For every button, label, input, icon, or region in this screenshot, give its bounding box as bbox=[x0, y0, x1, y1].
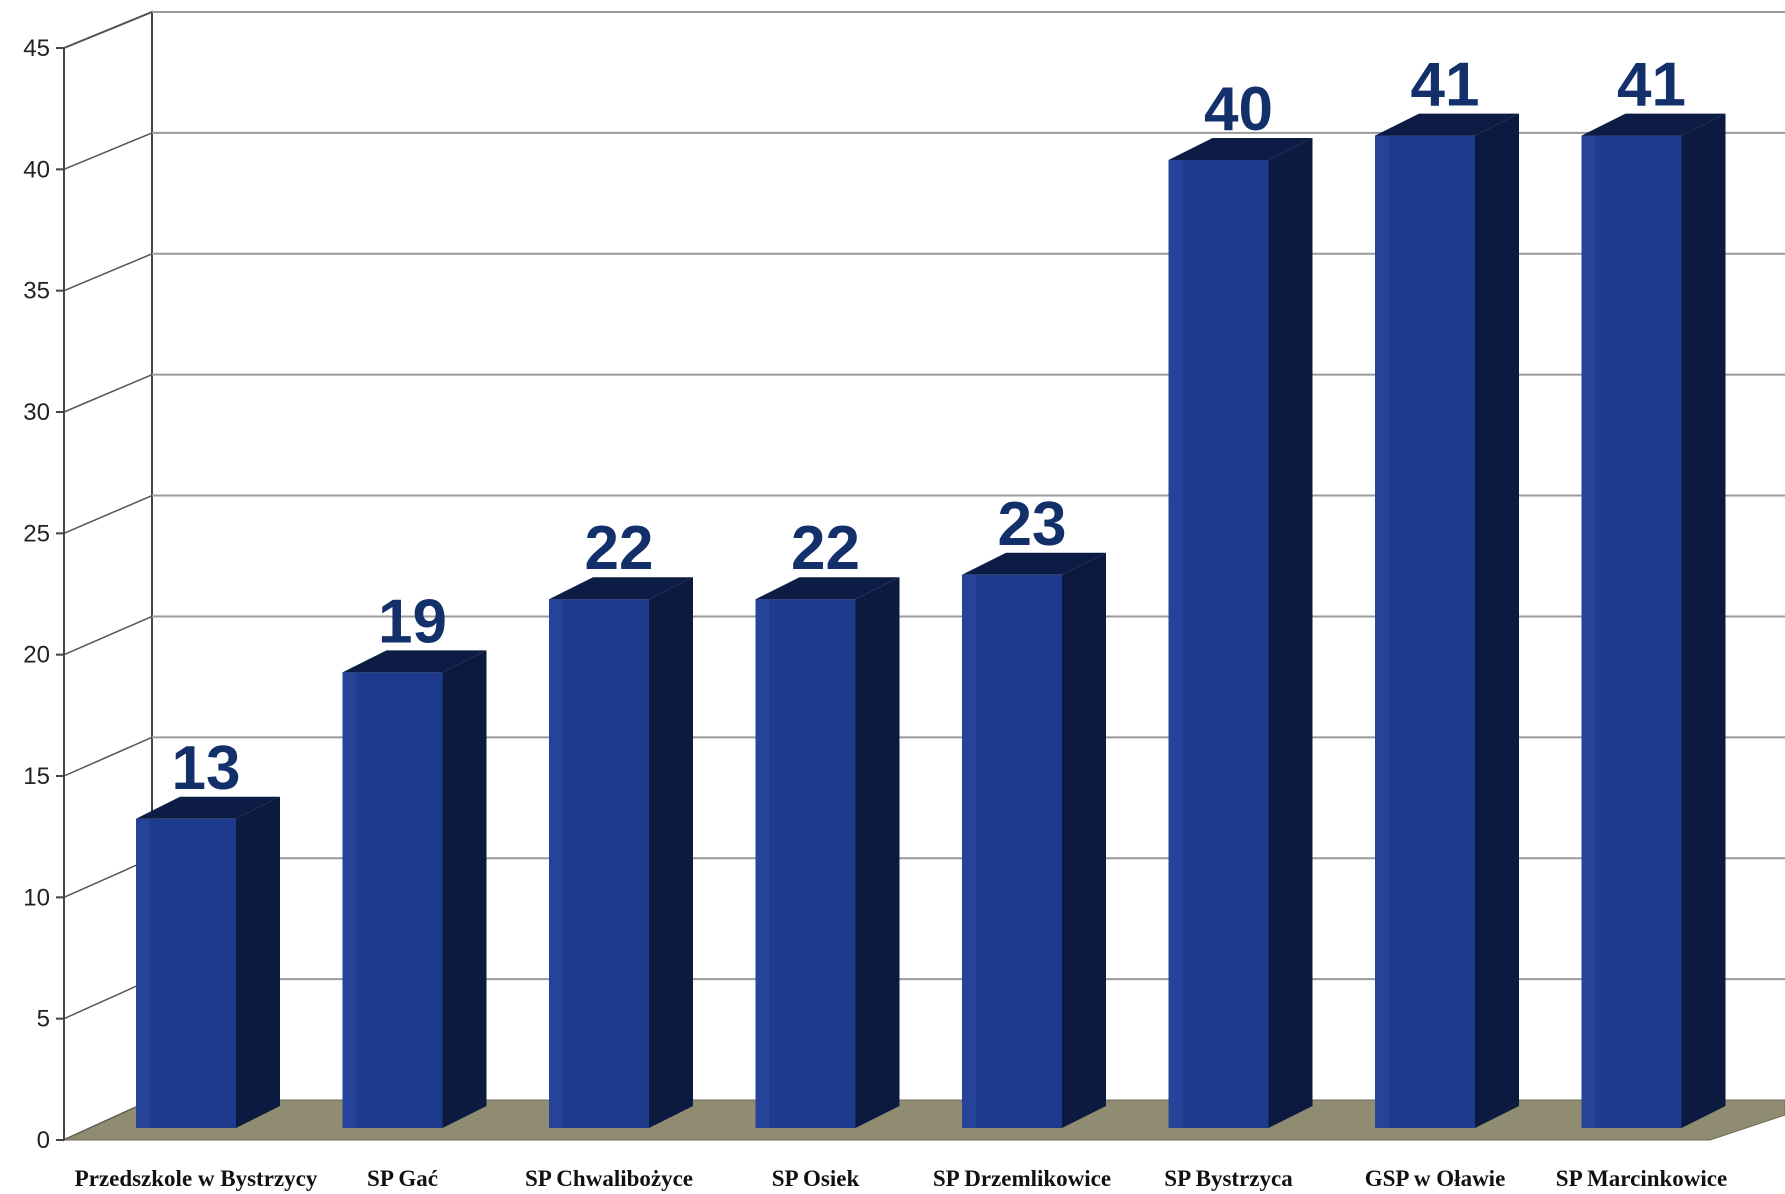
bar-side bbox=[649, 577, 693, 1128]
bar-front bbox=[136, 818, 236, 1128]
data-label: 22 bbox=[585, 514, 654, 583]
x-tick-label: SP Chwalibożyce bbox=[525, 1166, 693, 1191]
data-label: 19 bbox=[378, 587, 447, 656]
bar-highlight bbox=[136, 818, 150, 1128]
gridline-diag bbox=[63, 615, 153, 656]
x-tick-label: SP Marcinkowice bbox=[1556, 1166, 1727, 1191]
x-tick-label: SP Gać bbox=[367, 1166, 438, 1191]
bar-side bbox=[442, 650, 487, 1128]
gridline-diag bbox=[63, 494, 153, 535]
bar-highlight bbox=[1375, 135, 1389, 1129]
bar bbox=[549, 577, 693, 1128]
bar-top bbox=[1168, 138, 1313, 160]
bar bbox=[755, 577, 900, 1128]
y-tick-label: 5 bbox=[37, 1006, 50, 1033]
x-tick-label: GSP w Oławie bbox=[1365, 1166, 1506, 1191]
bar-top bbox=[1581, 113, 1726, 136]
bar-top bbox=[962, 552, 1106, 575]
gridline-diag bbox=[63, 253, 153, 292]
gridline-diag bbox=[63, 736, 153, 777]
data-label: 40 bbox=[1204, 75, 1273, 144]
bar-front bbox=[962, 574, 1062, 1128]
bar bbox=[342, 650, 487, 1128]
bar-front bbox=[755, 599, 856, 1128]
data-label: 13 bbox=[172, 734, 241, 803]
bar-side bbox=[855, 577, 900, 1128]
bars bbox=[136, 113, 1726, 1129]
gridlines bbox=[63, 11, 1785, 1020]
bar-side bbox=[1062, 552, 1106, 1128]
gridline-diag bbox=[63, 11, 153, 49]
bar-side bbox=[1681, 113, 1726, 1129]
bar bbox=[1581, 113, 1726, 1129]
y-tick-label: 25 bbox=[23, 520, 50, 547]
y-tick-label: 10 bbox=[23, 884, 50, 911]
data-label: 23 bbox=[998, 490, 1067, 559]
floor-plane bbox=[63, 1099, 1785, 1141]
bar bbox=[136, 796, 280, 1128]
bar bbox=[1168, 138, 1313, 1128]
y-tick-label: 20 bbox=[23, 642, 50, 669]
bar bbox=[1375, 113, 1519, 1129]
bar-side bbox=[236, 796, 280, 1128]
bar-top bbox=[1375, 113, 1519, 136]
data-labels: 13 19 22 22 23 40 41 41 bbox=[172, 51, 1686, 803]
bar-highlight bbox=[755, 599, 770, 1128]
y-tick-label: 45 bbox=[23, 35, 50, 62]
y-tick-label: 30 bbox=[23, 399, 50, 426]
gridline-diag bbox=[63, 132, 153, 171]
bar-top bbox=[136, 796, 280, 819]
y-tick-label: 40 bbox=[23, 156, 50, 183]
data-label: 41 bbox=[1617, 51, 1686, 120]
data-label: 41 bbox=[1411, 51, 1480, 120]
bar-front bbox=[1375, 135, 1475, 1129]
x-tick-label: Przedszkole w Bystrzycy bbox=[75, 1166, 318, 1191]
bar-highlight bbox=[549, 599, 563, 1128]
bar-highlight bbox=[342, 672, 357, 1128]
x-tick-label: SP Drzemlikowice bbox=[933, 1166, 1111, 1191]
data-label: 22 bbox=[791, 514, 860, 583]
bar-top bbox=[755, 577, 900, 600]
chart-floor bbox=[63, 1099, 1785, 1141]
bar-side bbox=[1268, 138, 1313, 1128]
bar-front bbox=[1168, 160, 1269, 1128]
gridline-diag bbox=[63, 373, 153, 413]
bar-side bbox=[1475, 113, 1519, 1129]
bar-front bbox=[1581, 135, 1682, 1129]
x-axis: Przedszkole w Bystrzycy SP Gać SP Chwalibo… bbox=[75, 1166, 1728, 1191]
x-tick-label: SP Bystrzyca bbox=[1164, 1166, 1293, 1191]
bar-top bbox=[549, 577, 693, 600]
x-tick-label: SP Osiek bbox=[772, 1166, 860, 1191]
bar-front bbox=[549, 599, 649, 1128]
bar-front bbox=[342, 672, 443, 1128]
y-axis: 0 5 10 15 20 25 30 35 40 45 bbox=[23, 35, 65, 1154]
y-tick-label: 0 bbox=[37, 1127, 50, 1154]
bar bbox=[962, 552, 1106, 1128]
bar-top bbox=[342, 650, 487, 673]
y-tick-label: 35 bbox=[23, 278, 50, 305]
bar-highlight bbox=[1168, 160, 1183, 1128]
bar-highlight bbox=[962, 574, 976, 1128]
y-tick-label: 15 bbox=[23, 763, 50, 790]
chart-walls bbox=[63, 10, 1785, 1142]
bar-highlight bbox=[1581, 135, 1596, 1129]
